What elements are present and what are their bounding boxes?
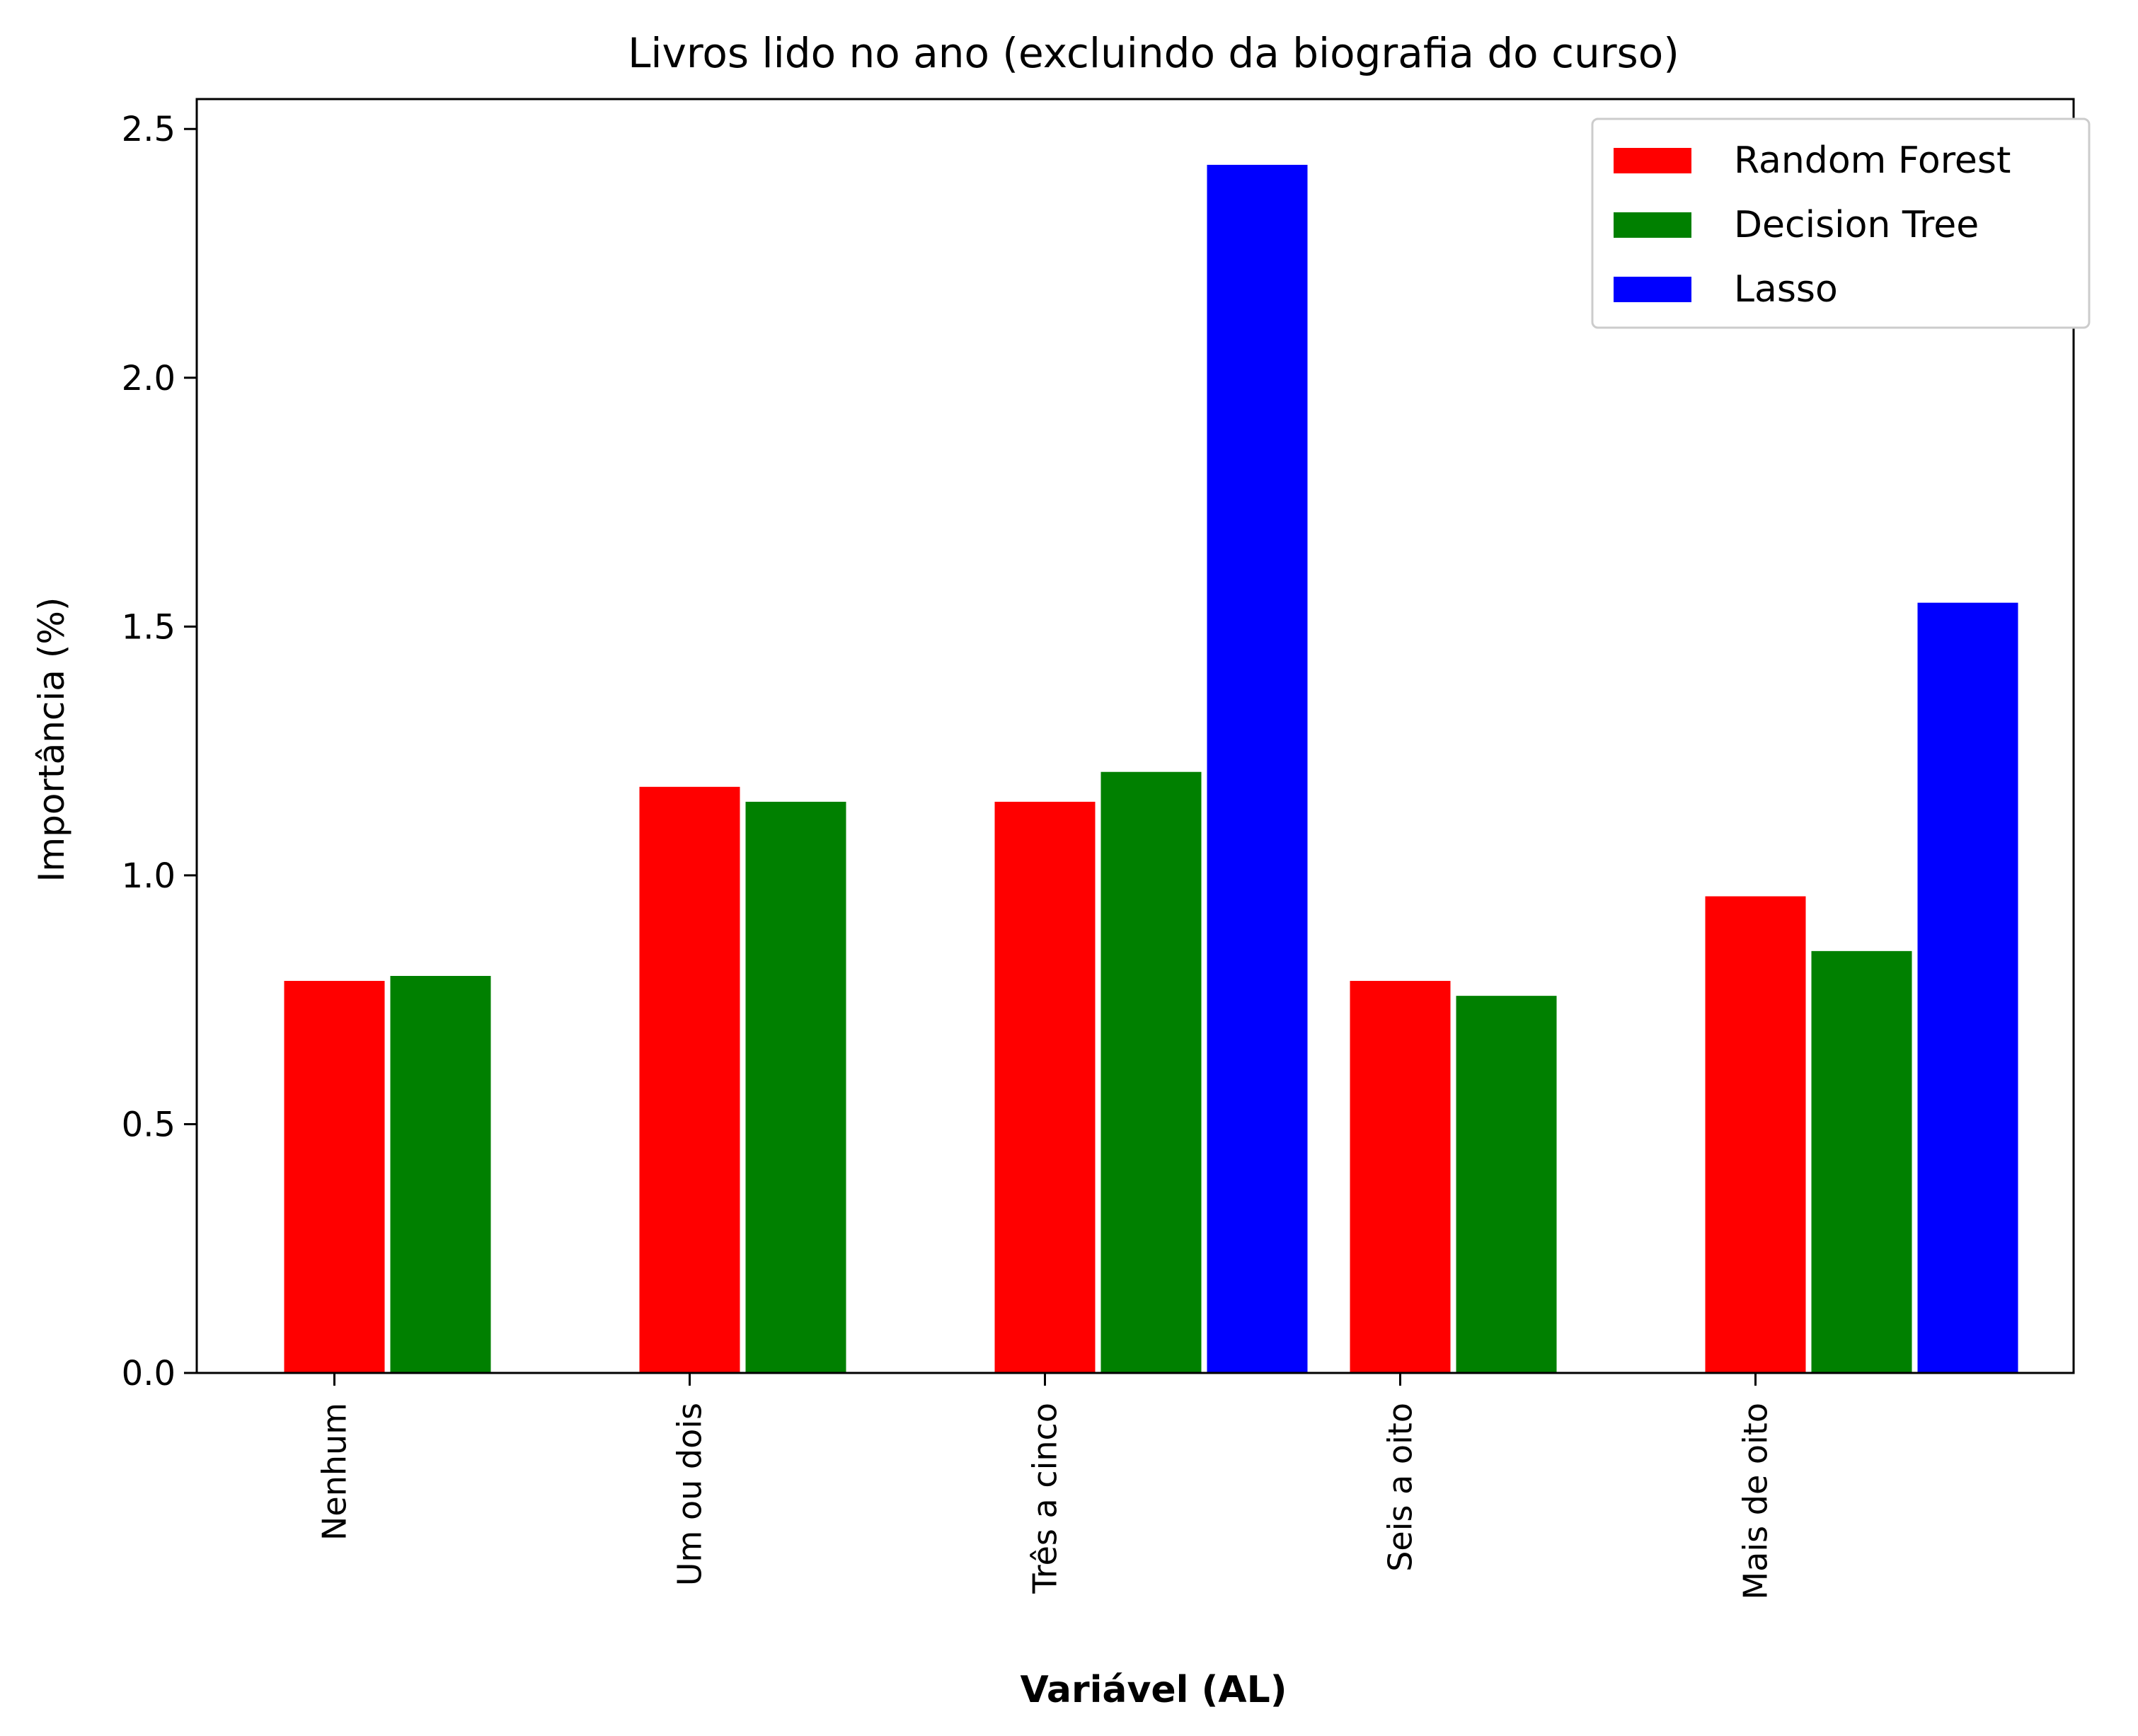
bar-lasso-4 xyxy=(1915,600,2021,1374)
axes-frame xyxy=(195,98,2075,1374)
plot-area: 0.0 0.5 1.0 1.5 2.0 2.5 Nenhum Um ou dois Três a… xyxy=(122,98,2075,1599)
y-tick-label: 0.5 xyxy=(122,1105,176,1144)
bar-random-forest-0 xyxy=(282,979,387,1374)
bar-decision-tree-0 xyxy=(388,974,493,1374)
y-tick-label: 0.0 xyxy=(122,1354,176,1393)
x-tick-label: Um ou dois xyxy=(671,1403,709,1586)
y-tick-label: 2.5 xyxy=(122,110,176,149)
x-tick-label: Mais de oito xyxy=(1737,1403,1775,1599)
bar-decision-tree-1 xyxy=(743,799,849,1374)
x-axis-label: Variável (AL) xyxy=(1020,1669,1287,1711)
legend-label: Random Forest xyxy=(1734,139,2011,182)
legend: Random Forest Decision Tree Lasso xyxy=(1591,117,2091,329)
y-tick-label: 2.0 xyxy=(122,359,176,398)
legend-swatch xyxy=(1614,277,1691,302)
legend-swatch xyxy=(1614,212,1691,238)
bar-random-forest-1 xyxy=(637,784,742,1374)
bar-lasso-2 xyxy=(1205,162,1310,1374)
bar-decision-tree-2 xyxy=(1098,769,1204,1374)
bar-random-forest-3 xyxy=(1347,979,1453,1374)
chart-title: Livros lido no ano (excluindo da biograf… xyxy=(628,29,1679,77)
legend-box xyxy=(1591,117,2091,329)
legend-label: Lasso xyxy=(1734,268,1838,311)
bar-decision-tree-3 xyxy=(1454,994,1559,1374)
y-tick-label: 1.5 xyxy=(122,607,176,647)
legend-label: Decision Tree xyxy=(1734,204,1979,246)
bar-random-forest-2 xyxy=(992,799,1098,1374)
y-tick-label: 1.0 xyxy=(122,856,176,896)
x-tick-label: Três a cinco xyxy=(1026,1403,1064,1594)
x-tick-label: Nenhum xyxy=(316,1403,354,1541)
y-axis-label: Importância (%) xyxy=(31,597,72,883)
legend-swatch xyxy=(1614,148,1691,173)
bar-random-forest-4 xyxy=(1703,894,1808,1374)
x-tick-label: Seis a oito xyxy=(1381,1403,1420,1572)
bar-decision-tree-4 xyxy=(1809,948,1914,1374)
